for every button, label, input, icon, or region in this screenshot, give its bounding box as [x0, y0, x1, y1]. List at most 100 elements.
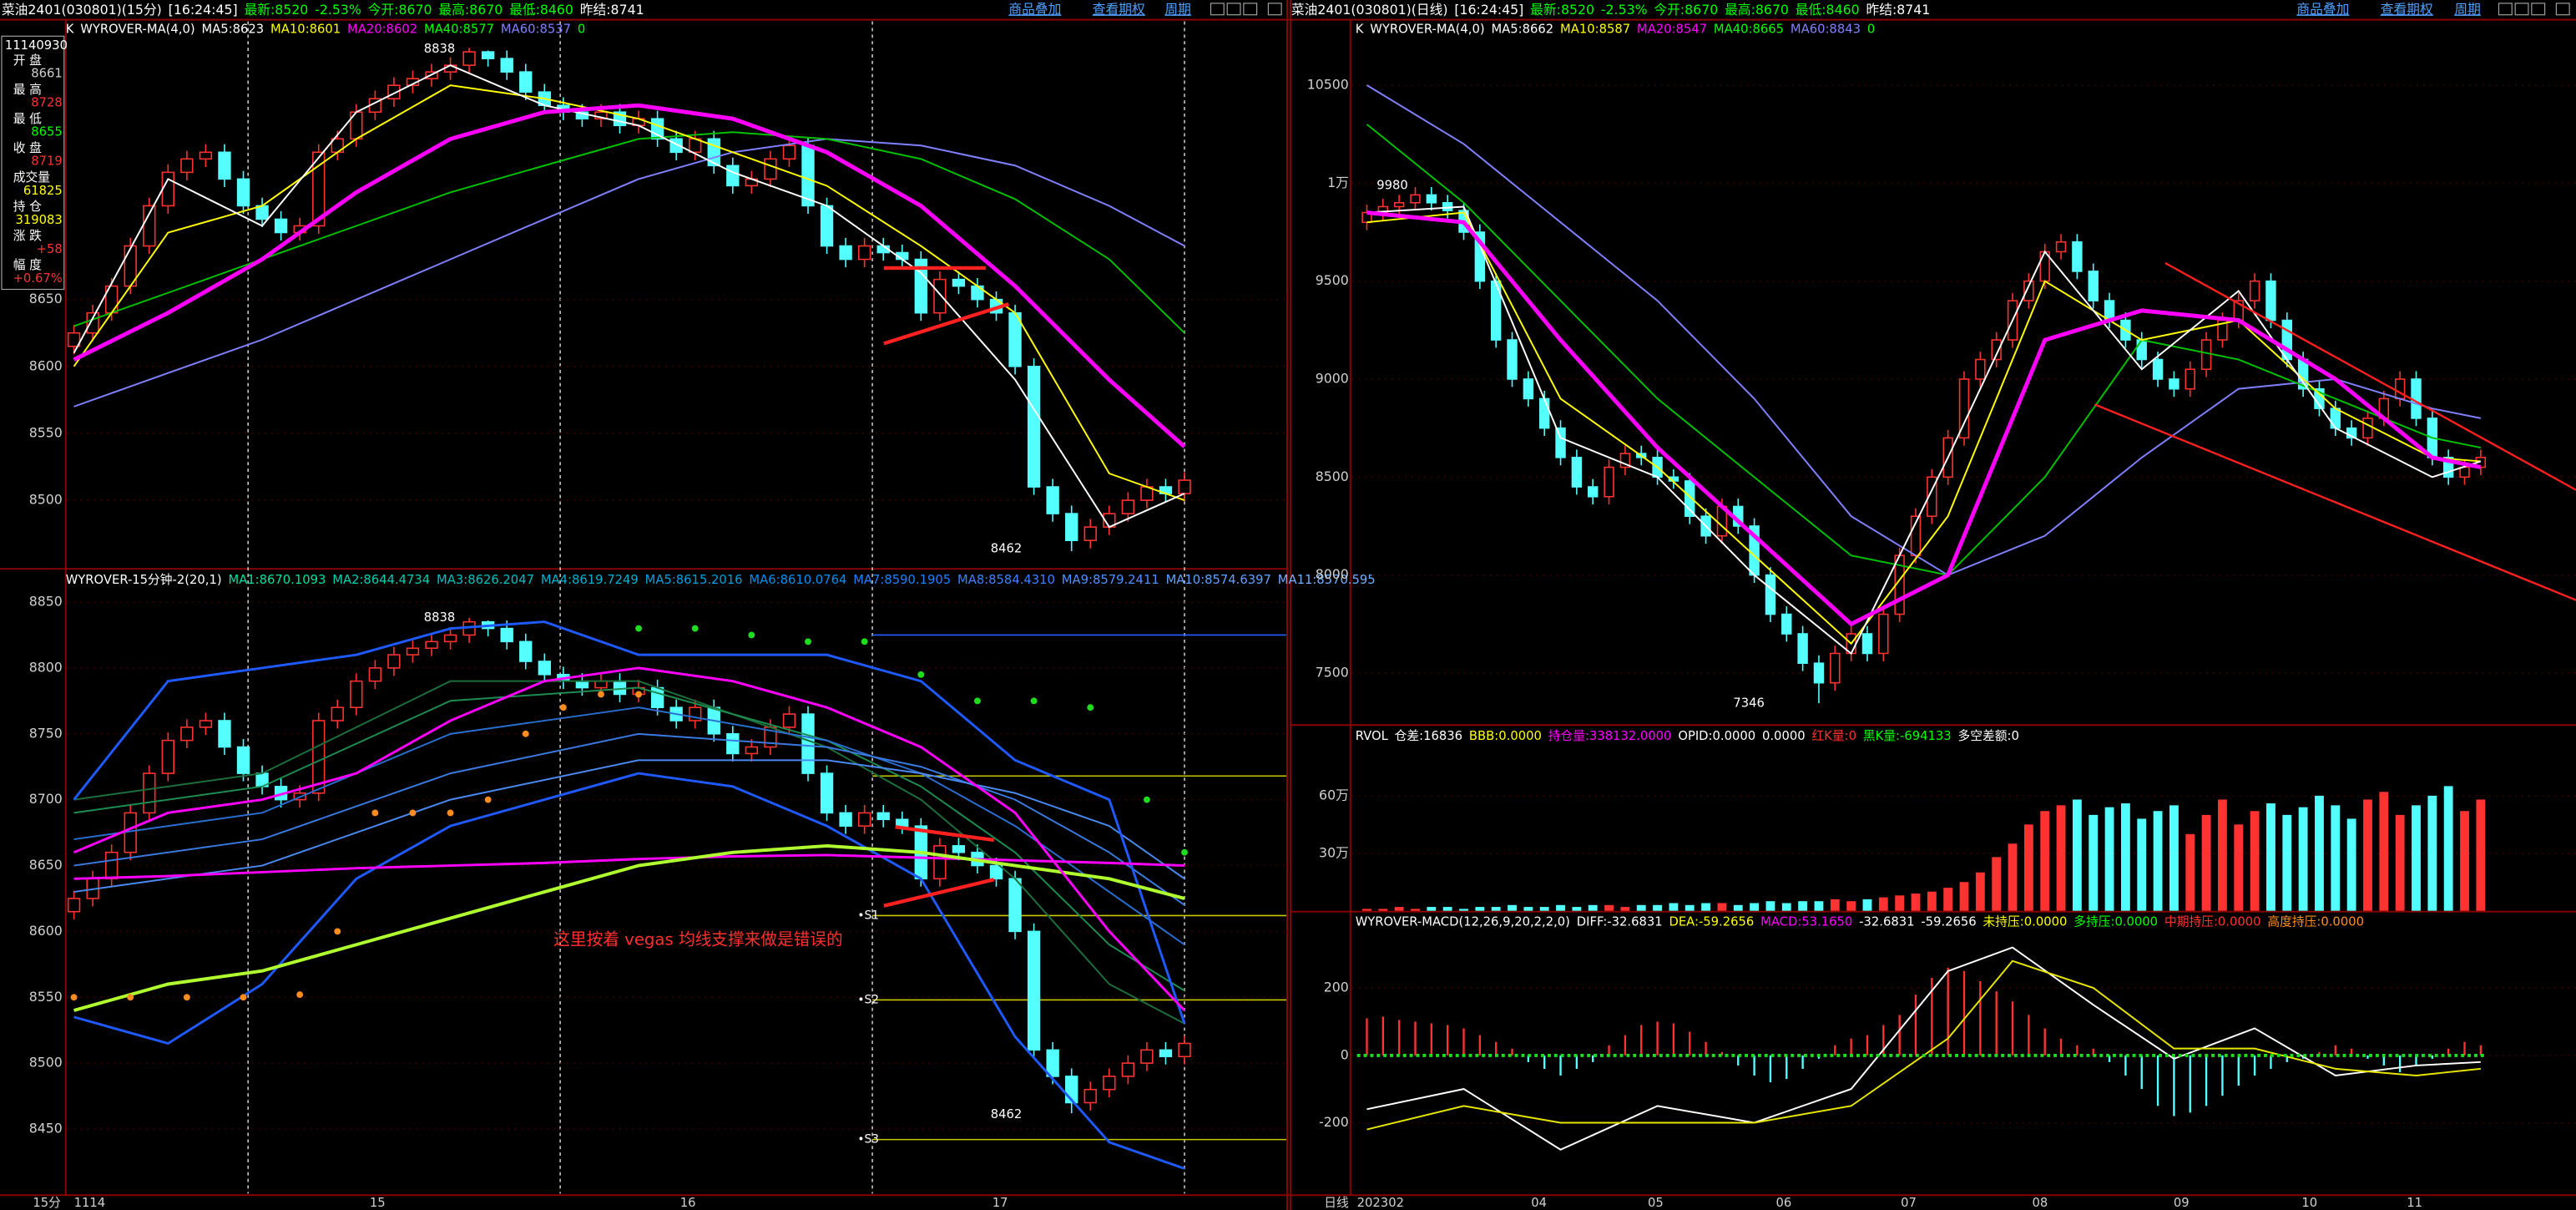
volume-bar	[2298, 807, 2308, 911]
legend-item: MA2:8644.4734	[332, 573, 430, 587]
extreme-label: 8838	[424, 610, 456, 625]
legend-item: MA60:8843	[1791, 22, 1861, 36]
legend-item: MA7:8590.1905	[853, 573, 951, 587]
volume-bar	[1992, 857, 2002, 911]
candle-body	[1008, 878, 1022, 933]
volume-bar	[2460, 811, 2469, 911]
legend-item: WYROVER-MA(4,0)	[80, 22, 194, 36]
candle-body	[2249, 280, 2260, 301]
trend-line	[2164, 261, 2576, 491]
x-axis-label: 11	[2407, 1196, 2422, 1210]
candle-body	[2346, 427, 2357, 439]
volume-bar	[2218, 799, 2227, 911]
volume-bar	[2427, 795, 2437, 911]
info-box	[1, 35, 65, 291]
candle-body	[1159, 1049, 1173, 1058]
legend: K WYROVER-MA(4,0) MA5:8662 MA10:8587 MA20:85…	[1356, 22, 1876, 36]
volume-bar	[1475, 907, 1485, 911]
candle-body	[2411, 378, 2422, 419]
menu-link[interactable]: 查看期权	[1093, 1, 1145, 17]
volume-bar	[1733, 904, 1743, 911]
volume-bar	[2250, 811, 2260, 911]
y-tick-label: 8600	[29, 357, 63, 373]
volume-bar	[1717, 903, 1727, 911]
candle-body	[1083, 1088, 1097, 1104]
volume-bar	[1781, 903, 1791, 911]
volume-bar	[1572, 907, 1582, 911]
indicator-dot	[1143, 796, 1150, 803]
ma-line	[73, 64, 1185, 529]
window-buttons	[1210, 3, 2570, 16]
ma-line	[1366, 210, 2482, 627]
info-value: 8728	[31, 96, 63, 110]
menu-link[interactable]: 查看期权	[2381, 1, 2433, 17]
candle-body	[1781, 613, 1792, 635]
y-tick-label: 8850	[29, 594, 63, 610]
menu-link[interactable]: 周期	[1164, 1, 1190, 17]
volume-bar	[2089, 814, 2099, 911]
info-label: 涨 跌	[13, 229, 42, 243]
legend-item: 红K量:0	[1811, 729, 1856, 743]
volume-bar	[1411, 909, 1420, 911]
ma-line	[73, 103, 1186, 448]
candle-body	[1619, 453, 1631, 468]
candle-body	[594, 680, 608, 689]
button[interactable]	[1243, 3, 1258, 16]
indicator-dot	[861, 638, 868, 646]
button[interactable]	[2555, 3, 2570, 16]
volume-bar	[2379, 792, 2389, 911]
volume-bar	[1508, 904, 1517, 911]
menu-link[interactable]: 周期	[2454, 1, 2480, 17]
candle-body	[519, 71, 533, 93]
candle-body	[1121, 1062, 1135, 1077]
candle-body	[2442, 457, 2454, 478]
trend-lines	[883, 261, 2576, 908]
indicator-dot	[635, 691, 642, 698]
volume-bar	[2137, 818, 2147, 911]
button[interactable]	[1267, 3, 1282, 16]
legend-item: 0	[1867, 22, 1875, 36]
x-axis-label: 15分	[33, 1196, 61, 1210]
candle-body	[1393, 201, 1405, 208]
candle-body	[218, 720, 231, 748]
annotation-note: 这里按着 vegas 均线支撑来做是错误的	[553, 930, 842, 949]
y-tick-label: 30万	[1319, 844, 1349, 860]
button[interactable]	[1210, 3, 1225, 16]
volume-bar	[2363, 799, 2372, 911]
legend-item: MA10:8574.6397	[1166, 573, 1271, 587]
button[interactable]	[1226, 3, 1241, 16]
ma-line	[1366, 205, 2482, 656]
legend-item: DIFF:-32.6831	[1577, 914, 1663, 929]
button[interactable]	[2531, 3, 2546, 16]
ma-line	[73, 759, 1185, 894]
volume-bar	[2040, 811, 2050, 911]
ma-line	[73, 853, 1185, 880]
button[interactable]	[2498, 3, 2513, 16]
menu-link[interactable]: 商品叠加	[1008, 1, 1061, 17]
x-axis-label: 1114	[74, 1196, 106, 1210]
candle-body	[952, 845, 966, 853]
candle-body	[425, 640, 438, 650]
button[interactable]	[2514, 3, 2529, 16]
y-tick-label: 8000	[1316, 566, 1349, 582]
candle-body	[331, 706, 344, 721]
candle-body	[650, 118, 664, 140]
candle-body	[1121, 499, 1135, 514]
menu-link[interactable]: 商品叠加	[2296, 1, 2349, 17]
volume-bar	[1523, 907, 1533, 911]
ma-line	[73, 772, 1185, 1170]
candle-body	[801, 144, 815, 207]
legend-item: WYROVER-MA(4,0)	[1370, 22, 1484, 36]
header-item: 最高:8670	[1725, 1, 1789, 17]
legend-item: MACD:53.1650	[1760, 914, 1852, 929]
volume-bar	[1491, 907, 1501, 911]
indicator-dot	[484, 796, 492, 803]
x-axis-label: 10	[2301, 1196, 2317, 1210]
indicator-dot	[805, 638, 811, 646]
header-item: 最新:8520	[1530, 1, 1594, 17]
candle-body	[350, 680, 363, 709]
y-tick-label: 8550	[29, 424, 63, 440]
y-tick-label: 8600	[29, 923, 63, 939]
info-value: 8719	[31, 154, 63, 169]
candle-body	[1083, 526, 1097, 541]
